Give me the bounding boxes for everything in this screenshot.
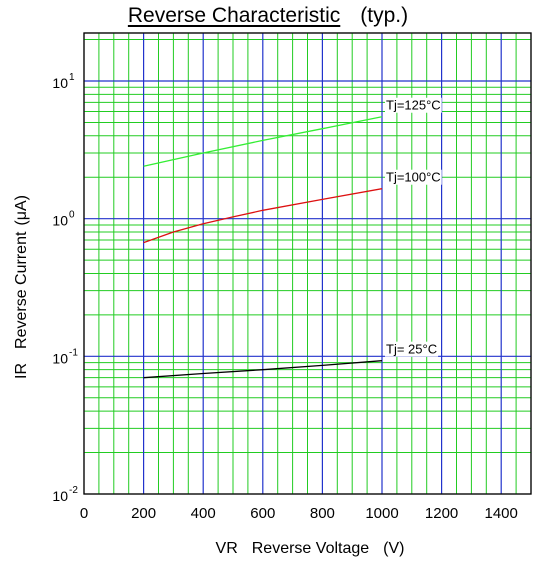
x-axis-title: Reverse Voltage — [251, 540, 370, 557]
series-line — [143, 188, 383, 244]
x-tick-label: 0 — [80, 505, 88, 522]
chart-title: Reverse Characteristic — [127, 4, 341, 27]
x-tick-label: 1000 — [365, 505, 398, 522]
series-label-background — [385, 341, 439, 357]
x-tick-label: 400 — [191, 505, 216, 522]
y-tick-exponent: -2 — [69, 485, 78, 496]
x-axis-label: VR Reverse Voltage (V) — [84, 540, 536, 558]
y-axis-unit: (μA) — [13, 195, 30, 226]
y-tick-exponent: 1 — [69, 72, 75, 83]
chart-title-row: Reverse Characteristic (typ.) — [0, 4, 536, 28]
plot-border — [83, 32, 532, 495]
y-tick-label: 10 — [52, 213, 68, 229]
x-tick-label: 800 — [310, 505, 335, 522]
y-tick-label: 10 — [52, 75, 68, 91]
x-axis-symbol: VR — [215, 540, 238, 557]
series-label-background — [385, 169, 442, 185]
series-line — [143, 116, 383, 167]
y-axis-symbol: IR — [13, 362, 30, 379]
x-tick-label: 200 — [131, 505, 156, 522]
y-tick-exponent: -1 — [69, 347, 78, 358]
x-tick-label: 600 — [250, 505, 275, 522]
series-label: Tj= 25°C — [386, 342, 437, 357]
x-tick-label: 1200 — [425, 505, 458, 522]
y-tick-exponent: 0 — [69, 210, 75, 221]
x-axis-unit: (V) — [383, 540, 405, 557]
y-tick-label: 10 — [52, 350, 68, 366]
series-label: Tj=125°C — [386, 98, 441, 113]
series-line — [143, 360, 383, 379]
chart-subtitle: (typ.) — [360, 4, 409, 27]
series-label-background — [385, 97, 442, 113]
y-tick-label: 10 — [52, 488, 68, 504]
series-label: Tj=100°C — [386, 170, 441, 185]
x-tick-label: 1400 — [485, 505, 518, 522]
y-axis-title: Reverse Current — [13, 231, 30, 349]
